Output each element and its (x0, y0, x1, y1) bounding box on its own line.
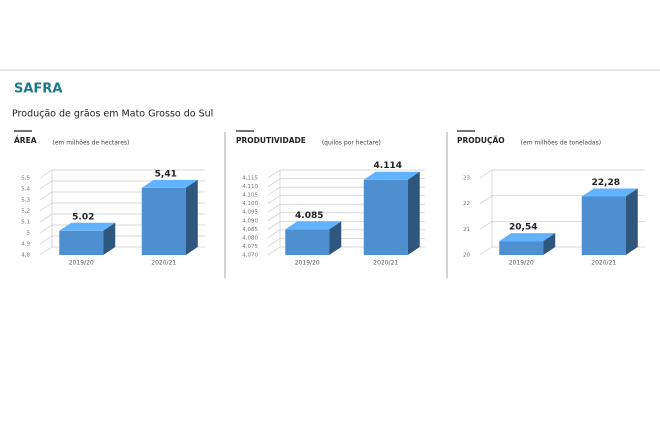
x-tick-label: 2020/21 (591, 260, 616, 267)
y-tick-label: 5 (27, 231, 31, 237)
y-tick-label: 5,5 (21, 176, 30, 182)
y-tick-label: 22 (463, 201, 470, 207)
bar (59, 230, 104, 255)
y-tick-label: 4,090 (242, 218, 258, 224)
bar-top (581, 188, 638, 197)
x-tick-label: 2019/20 (295, 260, 320, 267)
y-tick-label: 23 (463, 176, 470, 182)
x-tick-label: 2019/20 (69, 260, 94, 267)
value-label: 4.085 (295, 211, 323, 221)
y-tick-label: 4,070 (242, 253, 258, 259)
value-label: 20,54 (509, 223, 537, 233)
x-tick-label: 2019/20 (509, 260, 534, 267)
bar (363, 179, 408, 255)
chart-title: PRODUÇÃO (457, 136, 505, 145)
bar (141, 187, 186, 255)
y-tick-label: 4,105 (242, 193, 258, 199)
bar-top (363, 171, 420, 180)
y-tick-label: 5,1 (21, 220, 30, 226)
bar-side (103, 222, 116, 255)
value-label: 5,41 (155, 169, 177, 179)
y-tick-label: 4,085 (242, 227, 258, 233)
bar-top (141, 179, 198, 188)
y-tick-label: 4,110 (242, 184, 258, 190)
y-tick-label: 4,115 (242, 176, 258, 182)
y-tick-label: 4,075 (242, 244, 258, 250)
bar-side (407, 171, 420, 255)
y-tick-label: 5,4 (21, 187, 30, 193)
bar-top (59, 222, 116, 231)
bar-side (329, 221, 342, 255)
y-tick-label: 21 (463, 227, 470, 233)
bar-side (543, 233, 556, 255)
y-tick-label: 5,3 (21, 198, 30, 204)
y-tick-label: 4,8 (21, 253, 30, 259)
bar-top (499, 233, 556, 242)
chart-subtitle: (em milhões de toneladas) (521, 140, 601, 147)
chart-subtitle: (em milhões de hectares) (53, 140, 130, 147)
chart-subtitle: (quilos por hectare) (322, 140, 381, 147)
y-tick-label: 4,095 (242, 210, 258, 216)
bar (581, 196, 626, 255)
bar (499, 241, 544, 255)
page-title: SAFRA (14, 82, 62, 97)
value-label: 4.114 (374, 161, 402, 171)
bar-top (285, 221, 342, 230)
y-tick-label: 20 (463, 253, 470, 259)
x-tick-label: 2020/21 (373, 260, 398, 267)
bar-side (185, 179, 198, 255)
value-label: 5.02 (72, 212, 94, 222)
page-subtitle: Produção de grãos em Mato Grosso do Sul (12, 109, 213, 120)
x-tick-label: 2020/21 (151, 260, 176, 267)
bar (285, 229, 330, 255)
value-label: 22,28 (592, 178, 620, 188)
y-tick-label: 4,9 (21, 242, 30, 248)
chart-title: PRODUTIVIDADE (236, 136, 306, 145)
y-tick-label: 4,100 (242, 201, 258, 207)
y-tick-label: 4,080 (242, 235, 258, 241)
bar-side (625, 188, 638, 255)
y-tick-label: 5,2 (21, 209, 30, 215)
grid-line (479, 169, 645, 179)
grid-line (39, 169, 205, 179)
chart-title: ÁREA (14, 136, 37, 145)
